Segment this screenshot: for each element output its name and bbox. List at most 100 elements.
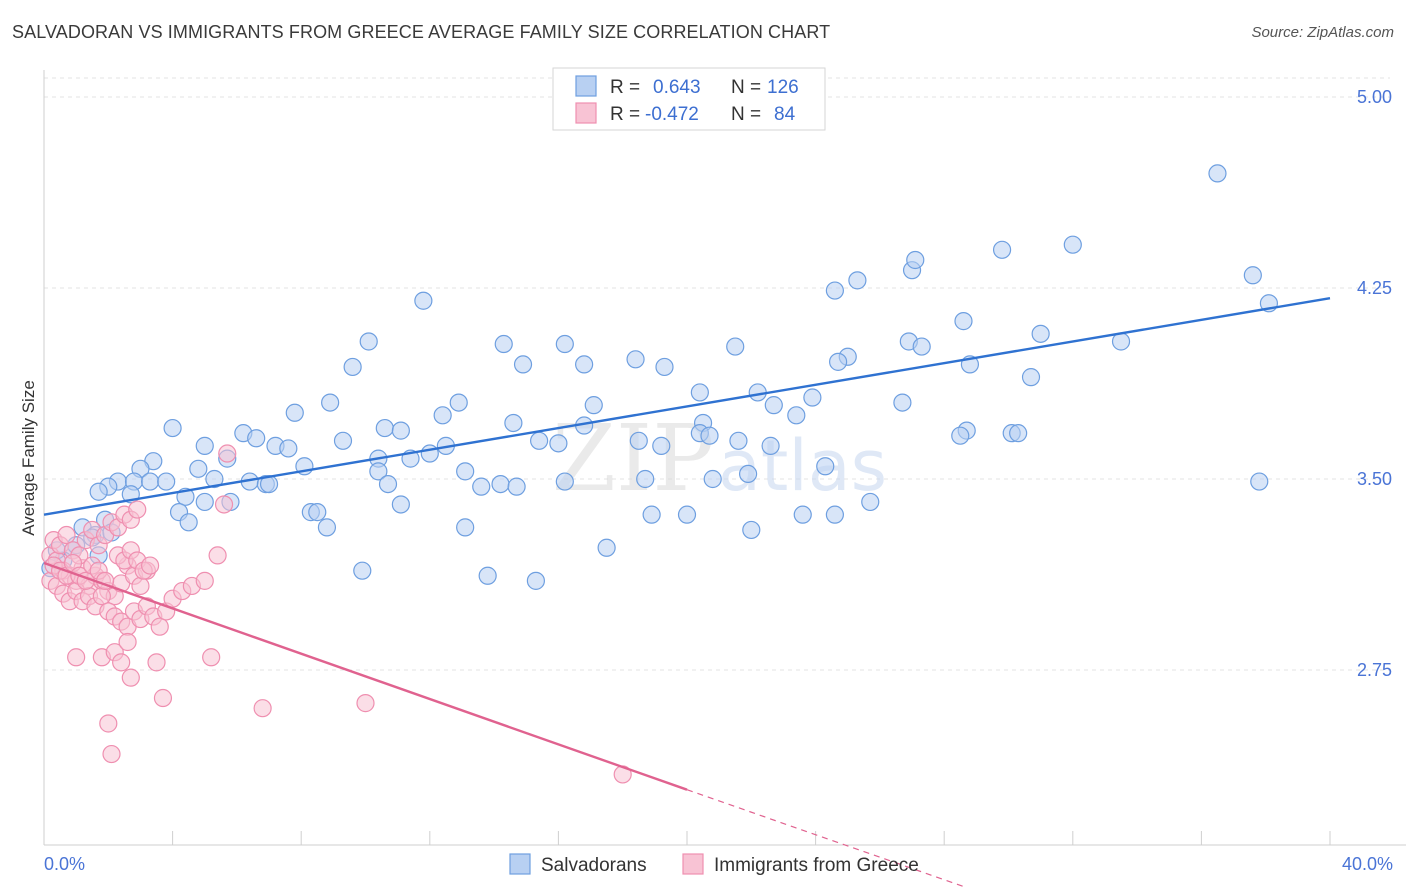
salvadoran-point [848,271,867,290]
salvadoran-point [369,462,388,481]
salvadoran-point [414,291,433,310]
salvadoran-point [1009,424,1028,443]
salvadoran-point [906,250,925,270]
greece-point [208,546,227,565]
salvadoran-point [912,337,931,356]
bottom-legend-label-greece: Immigrants from Greece [714,855,919,876]
salvadoran-point [494,334,513,354]
y-tick-label: 5.00 [1357,87,1392,107]
chart-title: SALVADORAN VS IMMIGRANTS FROM GREECE AVE… [12,22,831,42]
greece-point [253,699,272,718]
bottom-legend-swatch-greece [682,853,704,875]
greece-point [153,688,173,708]
salvadoran-point [816,457,835,476]
salvadoran-point [825,281,844,300]
x-tick-label-min: 0.0% [44,854,85,874]
salvadoran-point [308,503,327,522]
greece-point [195,571,214,590]
greece-point [356,694,375,713]
salvadoran-point [247,429,266,448]
salvadoran-point [504,413,523,433]
legend-n-value-2: 84 [774,104,796,125]
legend-r-value-1: 0.643 [653,77,701,98]
salvadoran-point [433,406,452,425]
salvadoran-point [829,352,848,371]
salvadoran-point [636,469,655,489]
salvadoran-point [391,421,410,440]
salvadoran-point [954,312,973,331]
salvadoran-point [456,462,475,481]
salvadoran-point [700,426,719,445]
salvadoran-point [555,472,574,491]
salvadoran-point [353,561,372,580]
greece-point [131,576,150,596]
y-axis-title: Average Family Size [19,380,38,536]
salvadoran-point [690,383,709,402]
salvadoran-point [738,464,758,484]
salvadoran-point [803,388,822,407]
salvadoran-point [793,505,812,524]
legend-r-label-1: R = [610,77,640,98]
axes-layer [43,70,1406,846]
salvadoran-point [157,472,176,491]
greece-point [118,632,137,652]
greece-point [150,617,169,636]
legend-box-frame [552,67,826,131]
greece-point [214,495,234,514]
greece-point [218,444,237,463]
salvadoran-point [597,538,616,557]
y-tick-label: 2.75 [1357,660,1392,680]
x-tick-label-max: 40.0% [1342,854,1393,874]
salvadoran-point [359,332,378,351]
salvadoran-point [652,436,671,455]
greece-point [102,744,121,764]
salvadoran-point [163,418,182,438]
salvadoran-trend-line [43,297,1331,516]
legend-r-value-2: -0.472 [645,104,699,125]
salvadoran-point [893,393,912,412]
salvadoran-point [742,520,761,540]
salvadoran-point [333,431,353,450]
salvadoran-point [825,505,844,524]
greece-point [128,500,147,519]
salvadoran-point [378,474,398,494]
greece-point [112,653,131,672]
salvadoran-point [1031,324,1050,343]
salvadoran-point [140,472,160,491]
labels-layer: 5.00 4.25 3.50 2.75 0.0% 40.0% Average Family … [19,87,1393,874]
salvadoran-point [642,505,661,524]
salvadoran-point [1208,164,1227,183]
salvadoran-point [195,436,214,455]
salvadoran-point [626,350,645,369]
salvadoran-point [375,418,394,438]
salvadoran-point [861,492,880,512]
salvadoran-point [555,334,574,354]
salvadoran-point [513,355,533,374]
salvadoran-point [584,396,603,415]
salvadoran-point [472,477,491,496]
salvadoran-point [787,406,806,425]
trend-layer [43,297,1331,888]
salvadoran-point [629,431,648,450]
salvadoran-point [179,513,198,532]
greece-point [147,653,166,672]
greece-point [140,556,160,575]
salvadoran-point [992,240,1012,259]
greece-point [57,525,76,545]
y-tick-label: 4.25 [1357,278,1392,298]
greece-point [92,587,111,606]
points-layer [41,164,1279,784]
bottom-legend-label-salvadorans: Salvadorans [541,855,647,876]
salvadoran-point [89,482,108,501]
salvadoran-point [1063,235,1082,254]
salvadoran-point [549,434,568,453]
salvadoran-point [317,518,337,537]
legend-n-value-1: 126 [767,77,799,98]
salvadoran-point [764,396,783,415]
greece-trend-line-extension [686,789,964,888]
greece-trend-line [43,561,688,791]
salvadoran-point [343,357,362,377]
legend-swatch-greece [575,102,597,124]
salvadoran-point [205,469,224,489]
